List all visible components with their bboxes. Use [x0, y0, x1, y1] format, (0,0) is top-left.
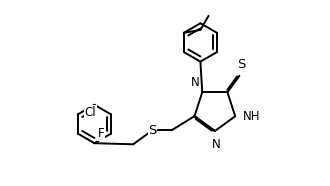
Text: S: S — [237, 58, 245, 71]
Text: F: F — [98, 127, 104, 140]
Text: Cl: Cl — [84, 106, 96, 119]
Text: S: S — [148, 124, 156, 137]
Text: N: N — [212, 138, 221, 151]
Text: NH: NH — [243, 110, 261, 123]
Text: N: N — [190, 76, 199, 89]
